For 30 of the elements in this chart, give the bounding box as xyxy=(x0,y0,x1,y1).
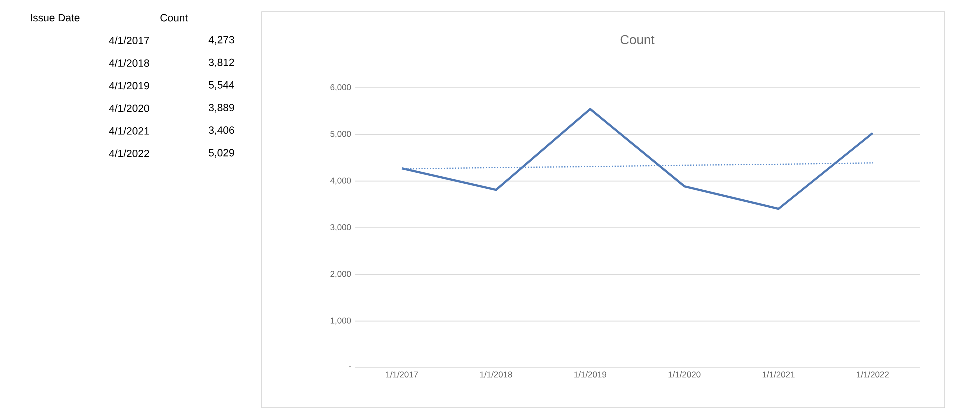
y-tick-label: 4,000 xyxy=(330,178,352,185)
text: 4/1/2021 xyxy=(109,127,150,135)
y-tick-label: - xyxy=(349,366,352,368)
text: 4/1/2018 xyxy=(109,59,150,68)
text: 3,406 xyxy=(209,126,234,136)
x-tick-label: 1/1/2018 xyxy=(480,372,512,378)
text: 3,889 xyxy=(209,104,234,113)
y-tick-label: 3,000 xyxy=(330,224,352,232)
x-tick-label: 1/1/2020 xyxy=(668,372,701,378)
y-tick-label: 2,000 xyxy=(330,271,352,278)
x-tick-label: 1/1/2017 xyxy=(386,372,418,378)
text: 4/1/2022 xyxy=(109,150,150,158)
y-tick-label: 5,000 xyxy=(330,131,352,138)
y-tick-label: 6,000 xyxy=(330,84,352,92)
text: 3,812 xyxy=(209,58,234,68)
text: 5,544 xyxy=(209,82,234,90)
x-tick-label: 1/1/2021 xyxy=(762,372,795,378)
x-tick-label: 1/1/2019 xyxy=(574,372,607,378)
y-tick-label: 1,000 xyxy=(330,318,352,325)
x-tick-label: 1/1/2022 xyxy=(857,372,889,378)
text: 5,029 xyxy=(209,149,234,158)
text: Count xyxy=(160,14,188,22)
chart-title: Count xyxy=(620,35,655,44)
text: 4,273 xyxy=(208,36,234,45)
line-series xyxy=(401,162,874,170)
text: 4/1/2017 xyxy=(109,36,150,44)
text: 4/1/2019 xyxy=(109,82,150,90)
line-series xyxy=(400,108,874,210)
text: Issue Date xyxy=(31,14,80,22)
text: 4/1/2020 xyxy=(109,104,150,112)
